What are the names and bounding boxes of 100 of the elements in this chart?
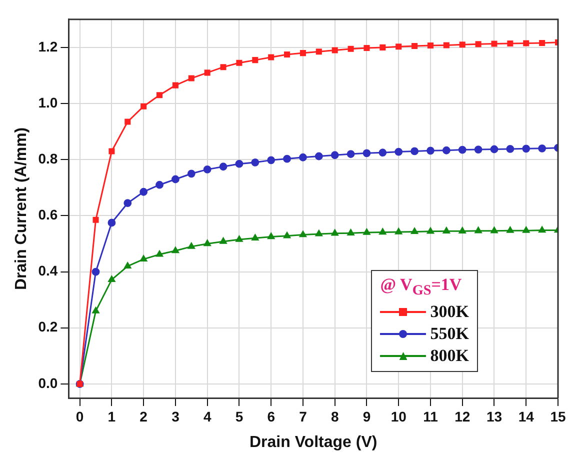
point <box>459 42 466 48</box>
point <box>538 144 546 152</box>
x-tick-label: 4 <box>203 408 212 424</box>
point <box>124 199 132 208</box>
point <box>315 230 322 236</box>
point <box>204 240 211 246</box>
point <box>426 227 434 234</box>
point <box>316 48 322 55</box>
x-tick-label: 11 <box>423 408 438 424</box>
point <box>426 146 434 155</box>
point <box>363 228 370 235</box>
x-tick-label: 8 <box>330 408 339 424</box>
x-tick-label: 9 <box>362 408 371 424</box>
point <box>506 226 514 233</box>
y-tick-label: 0.8 <box>38 150 58 166</box>
x-tick-label: 7 <box>299 408 308 424</box>
x-tick-label: 15 <box>550 408 566 424</box>
point <box>396 44 402 50</box>
point <box>412 43 418 50</box>
legend-label: 800K <box>430 345 469 367</box>
point <box>156 92 163 98</box>
point <box>108 218 116 227</box>
point <box>378 148 387 157</box>
point <box>507 40 514 47</box>
point <box>140 103 147 110</box>
x-tick-label: 2 <box>140 408 148 424</box>
point <box>364 44 370 52</box>
point <box>474 226 482 234</box>
point <box>140 188 148 196</box>
point <box>252 234 259 240</box>
legend-label: 550K <box>430 323 469 345</box>
x-tick-label: 12 <box>454 408 470 424</box>
point <box>522 144 530 153</box>
point <box>140 255 148 262</box>
point <box>283 154 291 163</box>
y-axis-title: Drain Current (A/mm) <box>13 127 30 290</box>
point <box>268 54 274 60</box>
point <box>394 148 403 156</box>
x-tick-label: 14 <box>518 408 534 424</box>
point <box>172 175 180 184</box>
point <box>300 50 306 56</box>
point <box>236 60 242 66</box>
point <box>490 226 498 234</box>
point <box>506 145 514 153</box>
point <box>156 250 164 257</box>
point <box>379 228 386 235</box>
point <box>458 227 466 234</box>
point <box>172 246 179 254</box>
point <box>538 226 546 233</box>
point <box>523 40 530 46</box>
point <box>92 216 99 223</box>
point <box>108 148 115 154</box>
point <box>204 70 210 76</box>
point <box>490 145 498 154</box>
point <box>395 228 402 234</box>
point <box>299 230 306 238</box>
x-tick-label: 5 <box>235 408 244 424</box>
point <box>251 158 260 166</box>
point <box>172 82 178 88</box>
x-tick-label: 6 <box>267 408 276 424</box>
point <box>443 42 450 48</box>
point <box>474 146 482 154</box>
point <box>284 51 290 58</box>
point <box>156 180 164 189</box>
point <box>267 156 276 164</box>
y-tick-label: 1.0 <box>38 94 58 110</box>
point <box>188 242 195 249</box>
point <box>92 268 100 276</box>
point <box>124 262 132 269</box>
point <box>539 40 546 46</box>
point <box>346 150 355 158</box>
legend-label: 300K <box>430 301 469 323</box>
point <box>108 276 116 282</box>
y-tick-label: 0.0 <box>38 374 58 391</box>
point <box>268 232 275 240</box>
x-axis-title: Drain Voltage (V) <box>249 434 378 451</box>
point <box>236 236 243 242</box>
point <box>252 57 258 64</box>
point <box>188 75 194 82</box>
x-tick-label: 1 <box>108 408 116 424</box>
point <box>92 307 100 314</box>
point <box>475 41 482 48</box>
point <box>219 162 228 171</box>
point <box>522 226 530 233</box>
point <box>331 229 338 236</box>
y-tick-label: 0.2 <box>38 318 58 335</box>
point <box>410 147 418 156</box>
point <box>348 46 354 52</box>
point <box>314 152 323 160</box>
x-tick-label: 13 <box>486 408 502 424</box>
point <box>442 146 450 154</box>
point <box>347 229 354 236</box>
point <box>362 149 371 158</box>
point <box>411 228 418 234</box>
point <box>220 64 226 70</box>
point <box>427 42 434 48</box>
point <box>284 232 291 238</box>
point <box>380 44 386 50</box>
point <box>299 153 307 162</box>
x-tick-label: 0 <box>76 408 84 424</box>
